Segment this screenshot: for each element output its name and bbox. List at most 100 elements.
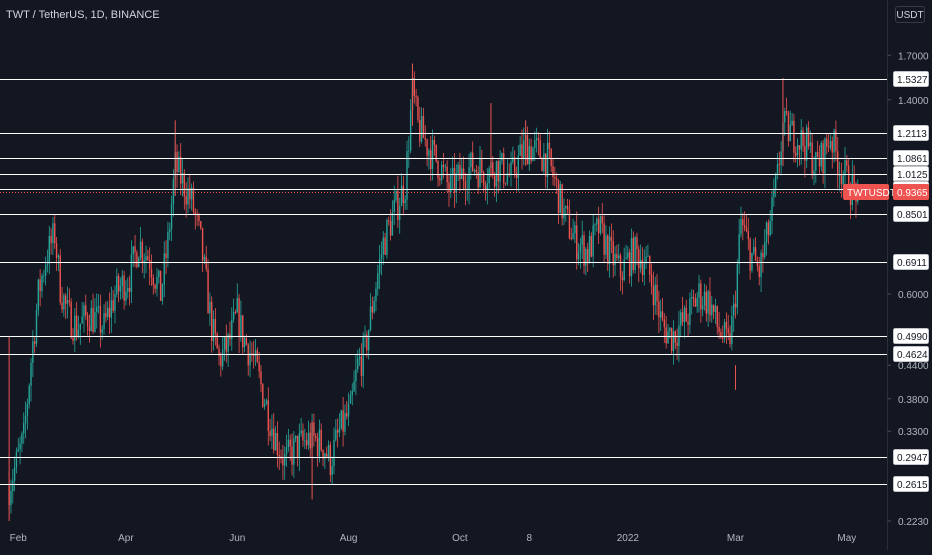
candle-body — [158, 270, 160, 277]
candle — [594, 223, 596, 236]
candle-body — [647, 255, 649, 257]
candle — [119, 277, 122, 300]
candle — [802, 127, 804, 152]
level-price-tag[interactable]: 0.4990 — [892, 327, 930, 345]
candle — [105, 301, 107, 323]
candle — [216, 331, 218, 349]
candle — [521, 129, 523, 170]
candle-body — [110, 300, 113, 318]
candle-body — [753, 247, 755, 253]
level-price-tag[interactable]: 1.0125 — [892, 165, 930, 183]
candle — [827, 134, 830, 153]
candle-body — [742, 219, 744, 226]
candle-body — [736, 264, 739, 308]
candle-body — [66, 300, 69, 304]
candle — [701, 296, 704, 317]
last-price-tag[interactable]: TWTUSDT 0.9365 — [843, 184, 929, 200]
candle — [426, 138, 428, 167]
candle-body — [607, 235, 609, 265]
candle-body — [774, 174, 777, 190]
level-price-tag[interactable]: 0.4624 — [892, 345, 930, 363]
candle-body — [313, 422, 315, 436]
candle — [265, 398, 268, 406]
candle — [559, 180, 562, 214]
candle — [269, 418, 271, 442]
candle-body — [63, 295, 65, 310]
candle — [294, 435, 297, 443]
candle — [742, 213, 744, 241]
candle-body — [773, 189, 775, 198]
candle-body — [320, 429, 322, 450]
candle — [357, 349, 359, 373]
candle-body — [610, 236, 613, 241]
candle-body — [362, 336, 364, 376]
candle-body — [256, 350, 259, 363]
level-price-tag[interactable]: 0.6911 — [892, 253, 930, 271]
candle — [725, 312, 728, 345]
candle-body — [555, 178, 558, 180]
candle-body — [700, 283, 702, 310]
candle — [694, 293, 697, 308]
candle-body — [263, 404, 266, 407]
candle — [698, 274, 700, 313]
level-price-tag[interactable]: 1.0861 — [892, 149, 930, 167]
candle-body — [19, 443, 21, 450]
candle-body — [198, 214, 200, 222]
time-axis[interactable]: Feb Apr Jun Aug Oct 8 2022 Mar May — [10, 533, 857, 544]
candle — [784, 107, 786, 136]
candle — [816, 140, 819, 158]
candle — [46, 249, 49, 273]
candle-body — [612, 240, 614, 266]
candle-body — [55, 243, 58, 258]
candle-body — [335, 429, 337, 440]
candle-body — [282, 458, 284, 466]
candle-body — [676, 342, 678, 346]
candle-body — [287, 439, 290, 448]
candle-body — [751, 252, 753, 271]
candle-body — [837, 151, 839, 176]
candle-body — [30, 362, 32, 386]
candle — [125, 280, 127, 306]
candle-body — [459, 164, 461, 180]
candle — [712, 304, 715, 320]
candle — [278, 441, 280, 471]
candle-body — [274, 433, 277, 451]
candle-body — [650, 274, 653, 287]
candle-body — [472, 152, 474, 171]
candle-body — [537, 138, 540, 141]
price-axis[interactable]: 1.7000 1.4000 0.6000 0.4400 0.3800 0.3300 0.22… — [843, 0, 930, 550]
level-price-tag[interactable]: 0.2615 — [892, 475, 930, 493]
level-price-tag[interactable]: 1.2113 — [892, 124, 930, 142]
candle — [440, 160, 443, 185]
candle — [81, 302, 83, 324]
candle — [48, 225, 50, 275]
candle-body — [442, 164, 445, 168]
candle — [344, 404, 346, 436]
candle — [630, 228, 633, 287]
candle-body — [833, 130, 835, 153]
candle — [181, 158, 184, 197]
candle — [517, 145, 520, 192]
candle-body — [643, 263, 645, 276]
candle — [33, 337, 36, 354]
candle — [136, 250, 138, 269]
candle-body — [417, 97, 419, 120]
candle — [831, 136, 833, 169]
candle — [413, 71, 415, 104]
level-price-tag[interactable]: 0.8501 — [892, 205, 930, 223]
candle — [621, 271, 624, 295]
candle — [375, 281, 377, 312]
candle-body — [252, 355, 255, 357]
level-price-tag[interactable]: 0.2947 — [892, 448, 930, 466]
candle-body — [54, 223, 56, 244]
candle-body — [97, 305, 100, 307]
candle-body — [791, 120, 793, 126]
currency-badge[interactable]: USDT — [895, 6, 925, 23]
candle-body — [831, 140, 833, 153]
candle — [577, 242, 580, 266]
level-price-tag[interactable]: 1.5327 — [892, 70, 930, 88]
candle — [342, 396, 344, 447]
candle — [185, 182, 187, 218]
